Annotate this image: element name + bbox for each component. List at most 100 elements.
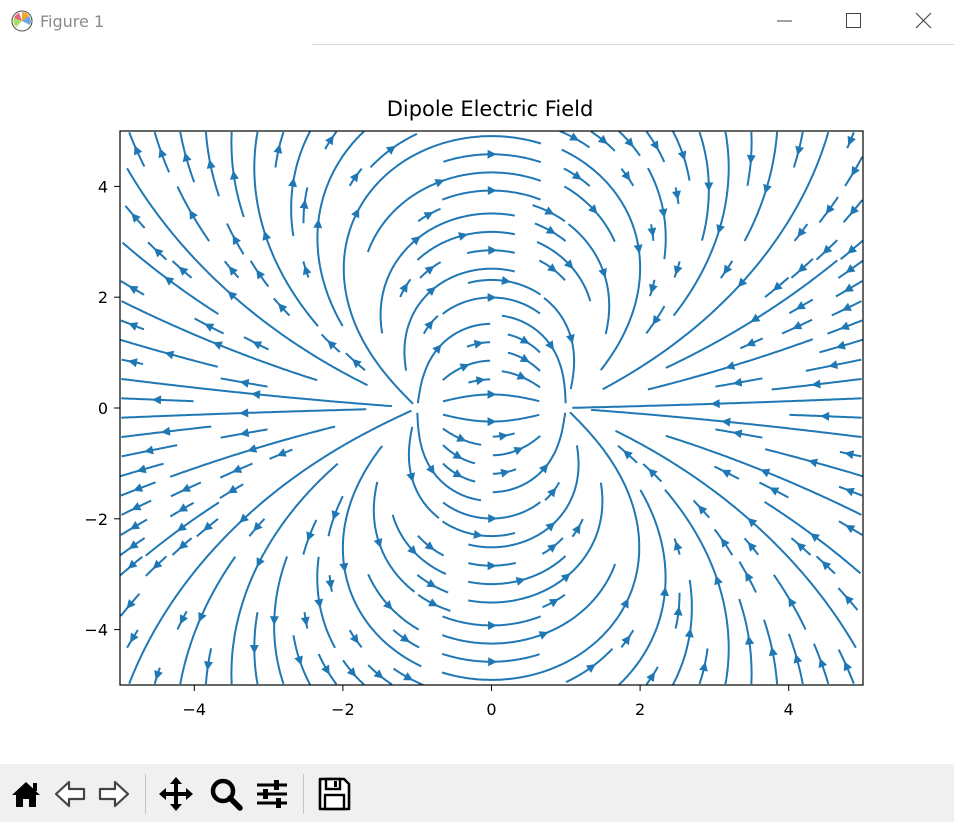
stream-arrow bbox=[547, 543, 557, 553]
streamline bbox=[391, 514, 447, 575]
stream-arrow bbox=[407, 545, 417, 555]
stream-arrow bbox=[720, 537, 730, 548]
stream-arrow bbox=[203, 521, 213, 531]
close-button[interactable] bbox=[890, 0, 954, 44]
stream-arrow bbox=[475, 376, 486, 386]
stream-arrow bbox=[519, 353, 530, 363]
stream-arrow bbox=[745, 635, 755, 645]
stream-arrow bbox=[825, 204, 835, 215]
x-tick-label: 4 bbox=[784, 700, 794, 719]
chart-title: Dipole Electric Field bbox=[387, 97, 594, 121]
stream-arrow bbox=[349, 172, 359, 183]
stream-arrow bbox=[847, 244, 857, 254]
stream-arrow bbox=[321, 664, 330, 675]
forward-button[interactable] bbox=[94, 774, 134, 814]
configure-subplots-button[interactable] bbox=[252, 774, 292, 814]
stream-arrow bbox=[152, 395, 162, 405]
stream-arrow bbox=[399, 633, 410, 643]
stream-arrow bbox=[351, 208, 360, 219]
stream-arrow bbox=[500, 468, 511, 478]
streamline bbox=[126, 167, 368, 387]
stream-arrow bbox=[672, 190, 681, 201]
stream-arrow bbox=[230, 170, 239, 180]
stream-arrow bbox=[835, 340, 846, 350]
stream-arrow bbox=[716, 224, 725, 234]
stream-arrow bbox=[513, 447, 524, 456]
stream-arrow bbox=[473, 530, 483, 539]
stream-arrow bbox=[452, 469, 463, 478]
stream-arrow bbox=[198, 612, 207, 623]
y-axis: −4 −2 0 2 4 bbox=[84, 177, 120, 640]
stream-arrow bbox=[684, 628, 694, 638]
streamlines bbox=[120, 131, 863, 685]
stream-arrow bbox=[351, 358, 362, 369]
stream-arrow bbox=[473, 339, 484, 349]
stream-arrow bbox=[650, 140, 659, 151]
x-tick-label: −4 bbox=[183, 700, 207, 719]
stream-arrow bbox=[745, 571, 754, 582]
streamline bbox=[230, 462, 339, 685]
stream-arrow bbox=[547, 487, 557, 498]
stream-arrow bbox=[673, 606, 683, 616]
stream-arrow bbox=[699, 661, 708, 672]
stream-arrow bbox=[313, 218, 323, 229]
stream-arrow bbox=[788, 597, 797, 608]
streamline bbox=[416, 322, 491, 404]
back-button[interactable] bbox=[50, 774, 90, 814]
stream-arrow bbox=[383, 600, 393, 610]
y-tick-label: −2 bbox=[84, 510, 108, 529]
streamline bbox=[602, 131, 830, 391]
stream-arrow bbox=[128, 322, 139, 331]
streamline bbox=[492, 412, 567, 494]
stream-arrow bbox=[488, 245, 498, 255]
stream-arrow bbox=[133, 483, 144, 492]
stream-arrow bbox=[385, 145, 396, 155]
streamline bbox=[615, 429, 857, 649]
stream-arrow bbox=[314, 598, 324, 609]
stream-arrow bbox=[597, 134, 608, 145]
pan-button[interactable] bbox=[156, 774, 196, 814]
minimize-button[interactable] bbox=[752, 0, 816, 44]
magnifier-icon bbox=[210, 778, 243, 811]
stream-arrow bbox=[768, 646, 778, 657]
streamline bbox=[563, 185, 616, 243]
streamline bbox=[341, 445, 422, 668]
stream-arrow bbox=[262, 230, 272, 241]
stream-arrow bbox=[797, 227, 807, 238]
stream-arrow bbox=[545, 225, 556, 234]
y-tick-label: 4 bbox=[98, 177, 108, 196]
stream-arrow bbox=[204, 323, 215, 332]
stream-arrow bbox=[538, 631, 549, 640]
toolbar-separator bbox=[145, 774, 146, 814]
stream-arrow bbox=[745, 338, 756, 347]
stream-arrow bbox=[339, 562, 349, 573]
stream-arrow bbox=[795, 301, 806, 310]
stream-arrow bbox=[327, 340, 337, 350]
stream-arrow bbox=[178, 266, 189, 276]
stream-arrow bbox=[598, 267, 607, 278]
stream-arrow bbox=[256, 269, 265, 280]
stream-arrow bbox=[487, 561, 497, 571]
stream-arrow bbox=[206, 159, 216, 169]
stream-arrow bbox=[792, 321, 803, 330]
zoom-button[interactable] bbox=[206, 774, 246, 814]
streamline bbox=[441, 411, 641, 681]
streamline bbox=[536, 241, 592, 302]
y-tick-label: −4 bbox=[84, 621, 108, 640]
dipole-field-plot[interactable]: Dipole Electric Field −4 −2 0 2 4 −4 −2 0 2 4 bbox=[0, 45, 954, 764]
stream-arrow bbox=[498, 431, 509, 441]
stream-arrow bbox=[547, 263, 557, 273]
save-button[interactable] bbox=[314, 774, 354, 814]
stream-arrow bbox=[373, 669, 384, 679]
stream-arrow bbox=[725, 361, 736, 370]
stream-arrow bbox=[269, 616, 279, 626]
streamline bbox=[372, 481, 416, 593]
stream-arrow bbox=[843, 283, 854, 292]
maximize-button[interactable] bbox=[821, 0, 885, 44]
home-button[interactable] bbox=[6, 774, 46, 814]
stream-arrow bbox=[548, 598, 559, 608]
stream-arrow bbox=[426, 286, 436, 296]
stream-arrow bbox=[331, 510, 341, 521]
stream-arrow bbox=[810, 533, 820, 542]
figure-canvas[interactable]: Dipole Electric Field −4 −2 0 2 4 −4 −2 0 2 4 bbox=[0, 45, 954, 764]
